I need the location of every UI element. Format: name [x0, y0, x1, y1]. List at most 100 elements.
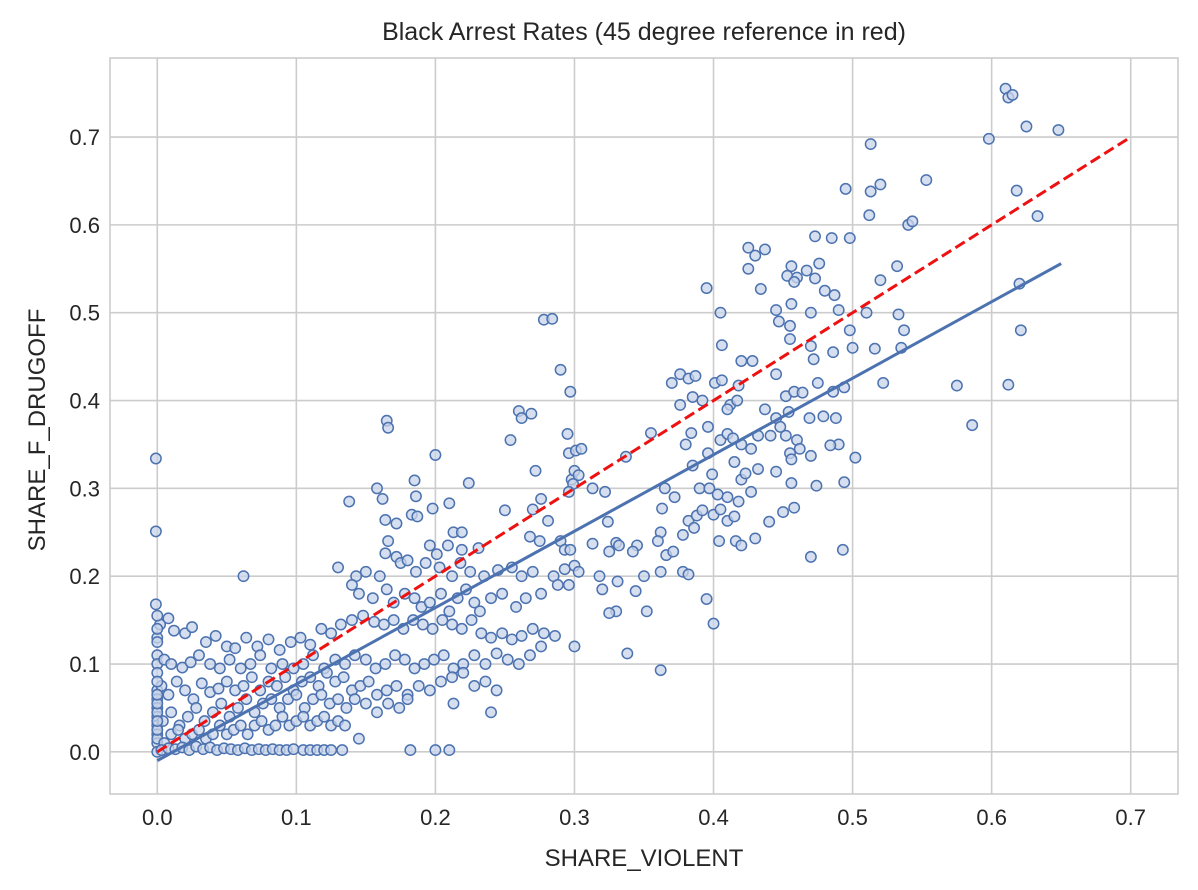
scatter-point — [371, 688, 383, 701]
scatter-point — [411, 510, 424, 523]
scatter-point — [1002, 378, 1015, 391]
scatter-point — [352, 732, 365, 745]
scatter-point — [181, 710, 194, 723]
scatter-point — [1006, 88, 1019, 101]
scatter-point — [711, 488, 724, 501]
scatter-point — [270, 680, 283, 692]
scatter-point — [294, 631, 307, 644]
scatter-point — [190, 701, 203, 714]
scatter-point — [443, 497, 456, 510]
scatter-point — [479, 675, 492, 688]
scatter-point — [265, 662, 278, 675]
scatter-point — [376, 492, 389, 505]
scatter-point — [359, 653, 372, 666]
y-tick-label: 0.2 — [69, 564, 100, 589]
scatter-point — [742, 241, 755, 254]
scatter-point — [255, 715, 268, 728]
scatter-point — [804, 550, 817, 563]
scatter-point — [807, 353, 820, 366]
y-tick-label: 0.1 — [69, 652, 100, 677]
scatter-point — [810, 479, 823, 492]
scatter-point — [337, 671, 350, 684]
scatter-point — [515, 629, 528, 642]
scatter-point — [512, 658, 525, 670]
scatter-point — [165, 658, 178, 670]
scatter-point — [832, 304, 845, 317]
scatter-point — [162, 688, 175, 701]
scatter-point — [290, 688, 303, 701]
plot-frame — [109, 57, 1179, 795]
scatter-point — [611, 575, 624, 588]
scatter-point — [824, 439, 837, 452]
scatter-point — [276, 710, 289, 723]
scatter-point — [428, 653, 440, 666]
scatter-point — [455, 526, 468, 539]
scatter-point — [168, 624, 180, 637]
scatter-point — [950, 379, 963, 392]
scatter-point — [237, 570, 250, 583]
scatter-point — [728, 456, 741, 468]
scatter-point — [304, 638, 317, 651]
scatter-point — [151, 609, 164, 622]
scatter-point — [732, 495, 745, 508]
scatter-point — [223, 653, 236, 666]
scatter-point — [742, 262, 755, 275]
scatter-point — [813, 257, 826, 270]
scatter-point — [804, 449, 817, 462]
scatter-point — [651, 535, 664, 548]
scatter-point — [702, 420, 714, 433]
scatter-point — [468, 649, 481, 662]
scatter-point — [788, 501, 801, 514]
scatter-point — [416, 618, 429, 631]
scatter-point — [603, 607, 616, 620]
scatter-point — [696, 394, 709, 407]
scatter-point — [379, 658, 392, 670]
scatter-point — [366, 592, 379, 605]
scatter-point — [749, 532, 762, 545]
scatter-point — [398, 653, 411, 666]
y-tick-label: 0.3 — [69, 476, 100, 501]
chart-title: Black Arrest Rates (45 degree reference … — [382, 18, 906, 46]
x-tick-label: 0.4 — [698, 805, 729, 830]
scatter-point — [379, 514, 392, 526]
scatter-point — [404, 744, 417, 757]
scatter-point — [485, 592, 497, 605]
scatter-point — [371, 706, 383, 719]
scatter-point — [1010, 184, 1023, 197]
regression-fit-line — [156, 262, 1062, 762]
scatter-point — [212, 682, 225, 695]
scatter-point — [535, 640, 548, 653]
scatter-point — [346, 579, 358, 591]
scatter-point — [284, 636, 297, 649]
scatter-point — [297, 710, 310, 723]
scatter-point — [437, 649, 450, 662]
scatter-point — [770, 465, 783, 478]
scatter-point — [240, 631, 253, 644]
scatter-point — [668, 491, 681, 504]
scatter-point — [558, 563, 571, 576]
scatter-point — [549, 629, 561, 642]
scatter-point — [237, 680, 250, 692]
scatter-point — [703, 482, 716, 495]
scatter-point — [170, 675, 183, 688]
x-tick-label: 0.0 — [142, 805, 173, 830]
scatter-point — [446, 618, 459, 631]
scatter-point — [426, 622, 439, 635]
scatter-point — [770, 304, 783, 317]
scatter-point — [638, 570, 650, 583]
scatter-point — [429, 744, 442, 757]
scatter-point — [785, 477, 798, 490]
scatter-point — [245, 671, 258, 684]
scatter-point — [418, 658, 431, 670]
scatter-point — [721, 491, 734, 504]
x-tick-label: 0.3 — [559, 805, 590, 830]
scatter-point — [433, 561, 446, 574]
y-tick-label: 0.0 — [69, 740, 100, 765]
scatter-point — [149, 525, 162, 538]
scatter-point — [784, 333, 796, 346]
scatter-point — [423, 596, 436, 609]
y-axis-label: SHARE_F_DRUGOFF — [24, 309, 51, 552]
scatter-point — [731, 394, 744, 407]
scatter-point — [380, 684, 393, 697]
